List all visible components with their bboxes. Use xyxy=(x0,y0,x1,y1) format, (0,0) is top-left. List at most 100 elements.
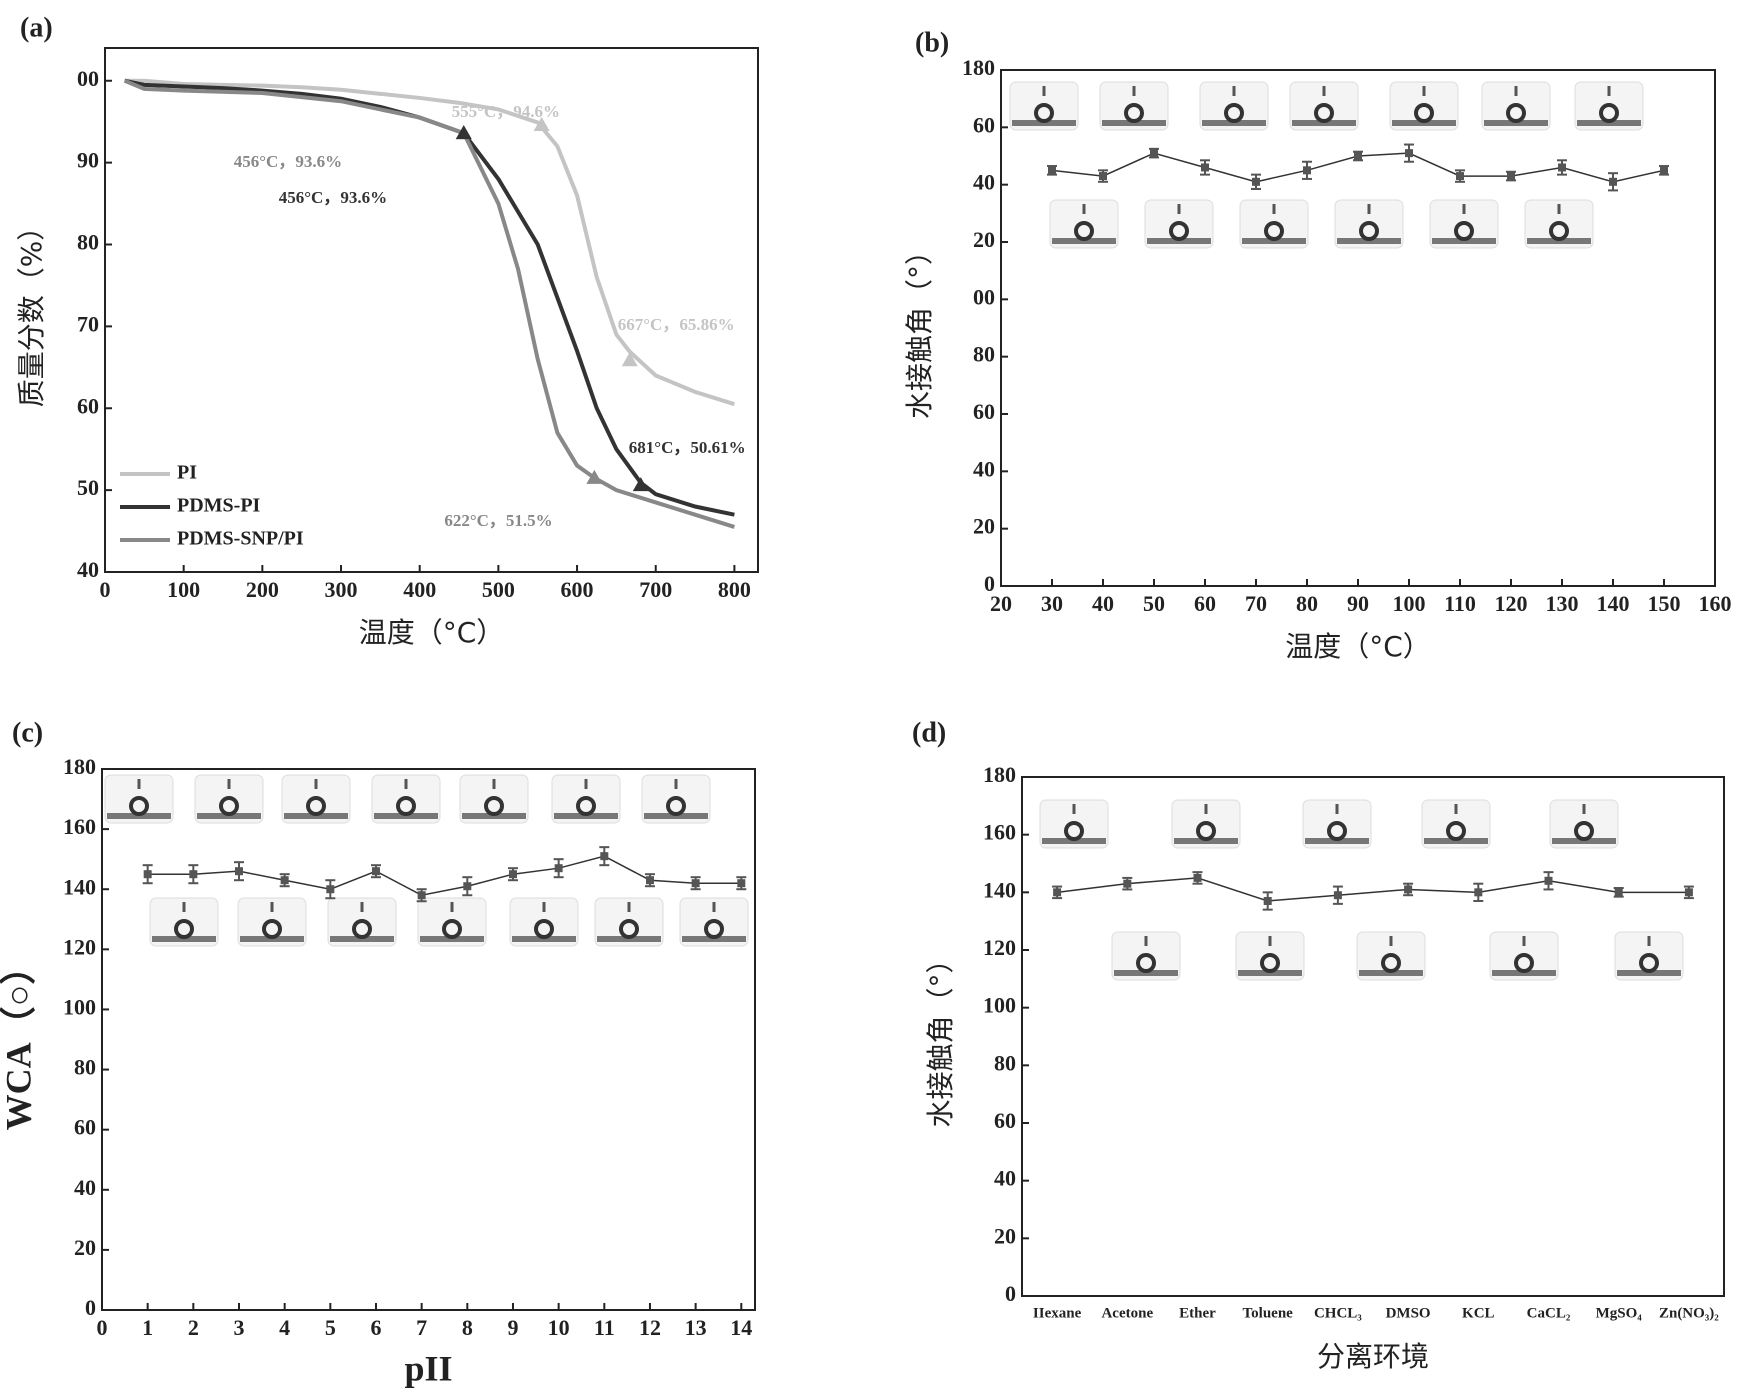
x-tick-label: 8 xyxy=(462,1315,473,1340)
droplet xyxy=(306,796,326,816)
y-tick-label: 80 xyxy=(994,1050,1016,1075)
x-tick-label: 11 xyxy=(594,1315,615,1340)
y-tick-label: 0 xyxy=(984,571,995,596)
y-tick-label: 120 xyxy=(983,935,1016,960)
annotation: 555°C，94.6% xyxy=(452,102,560,121)
plot-frame xyxy=(101,768,756,1311)
data-point xyxy=(371,867,380,876)
plot-frame xyxy=(1000,69,1716,587)
data-point xyxy=(1609,177,1617,186)
y-tick-label: 90 xyxy=(77,148,99,173)
data-point xyxy=(645,876,654,885)
data-point xyxy=(1303,166,1311,175)
x-tick-label: 300 xyxy=(325,577,358,602)
y-tick-label: 160 xyxy=(983,820,1016,845)
x-tick-label: 7 xyxy=(416,1315,427,1340)
x-tick-label: 40 xyxy=(1092,591,1114,616)
x-tick-label: 800 xyxy=(718,577,751,602)
x-tick-label: MgSO₄ xyxy=(1596,1305,1643,1321)
y-tick-label: 140 xyxy=(983,877,1016,902)
series-line xyxy=(147,855,742,897)
data-point xyxy=(1252,177,1260,186)
x-tick-label: 400 xyxy=(403,577,436,602)
droplet xyxy=(1381,953,1401,973)
y-tick-label: 100 xyxy=(63,994,96,1019)
panel-label: (b) xyxy=(915,27,949,58)
x-tick-label: 10 xyxy=(548,1315,570,1340)
x-tick-label: 20 xyxy=(990,591,1012,616)
droplet xyxy=(1446,821,1466,841)
x-tick-label: 30 xyxy=(1041,591,1063,616)
droplet xyxy=(576,796,596,816)
y-tick-label: 120 xyxy=(63,934,96,959)
data-point xyxy=(189,870,198,879)
x-tick-label: 100 xyxy=(1393,591,1426,616)
droplet xyxy=(534,919,554,939)
y-tick-label: 60 xyxy=(77,393,99,418)
panel: (d) 0 20 40 60 80 100 120 140 160 180 IIexane Aceton… xyxy=(912,717,1725,1373)
y-axis-label: 质量分数（%） xyxy=(15,213,48,408)
x-tick-label: 9 xyxy=(507,1315,518,1340)
x-tick-label: 600 xyxy=(561,577,594,602)
y-tick-label: 40 xyxy=(973,456,995,481)
data-point xyxy=(326,885,335,894)
annotation: 456°C，93.6% xyxy=(234,152,342,171)
data-point xyxy=(1333,891,1342,900)
data-point xyxy=(417,891,426,900)
droplet xyxy=(1264,221,1284,241)
x-tick-label: 90 xyxy=(1347,591,1369,616)
x-tick-label: 160 xyxy=(1699,591,1732,616)
droplet xyxy=(704,919,724,939)
data-point xyxy=(1558,163,1566,172)
annotation: 622°C，51.5% xyxy=(444,511,552,530)
data-point xyxy=(1354,152,1362,160)
droplet xyxy=(1064,821,1084,841)
series-line xyxy=(1057,877,1689,902)
y-tick-label: 0 xyxy=(85,1295,96,1320)
data-point xyxy=(1660,166,1668,175)
droplet xyxy=(442,919,462,939)
droplet xyxy=(1359,221,1379,241)
x-tick-label: 0 xyxy=(100,577,111,602)
droplet xyxy=(352,919,372,939)
data-point xyxy=(1150,149,1158,158)
data-point xyxy=(1193,873,1202,882)
data-point xyxy=(1474,888,1483,897)
y-tick-label: 60 xyxy=(74,1115,96,1140)
droplet xyxy=(1549,221,1569,241)
droplet xyxy=(262,919,282,939)
droplet xyxy=(1260,953,1280,973)
data-point xyxy=(1684,888,1693,897)
x-axis-label: 温度（°C） xyxy=(1285,630,1431,663)
x-tick-label: 2 xyxy=(188,1315,199,1340)
y-tick-label: 60 xyxy=(973,399,995,424)
x-tick-label: CHCL₃ xyxy=(1314,1305,1362,1321)
x-axis-label: pII xyxy=(404,1348,452,1388)
y-tick-label: 180 xyxy=(962,55,995,80)
x-tick-label: 1 xyxy=(142,1315,153,1340)
data-point xyxy=(1123,879,1132,888)
x-tick-label: 50 xyxy=(1143,591,1165,616)
x-tick-label: 80 xyxy=(1296,591,1318,616)
droplet xyxy=(1454,221,1474,241)
x-tick-label: 200 xyxy=(246,577,279,602)
annotation-marker xyxy=(632,477,649,492)
data-point xyxy=(1405,149,1413,158)
data-point xyxy=(234,867,243,876)
droplet xyxy=(1327,821,1347,841)
annotation-marker xyxy=(455,125,472,140)
y-tick-label: 40 xyxy=(994,1166,1016,1191)
x-tick-label: IIexane xyxy=(1033,1305,1082,1321)
x-tick-label: 120 xyxy=(1495,591,1528,616)
x-tick-label: 70 xyxy=(1245,591,1267,616)
x-axis-label: 分离环境 xyxy=(1317,1340,1429,1373)
y-tick-label: 100 xyxy=(983,993,1016,1018)
panel-label: (a) xyxy=(20,12,53,43)
y-tick-label: 20 xyxy=(74,1235,96,1260)
x-tick-label: DMSO xyxy=(1386,1305,1431,1321)
droplet xyxy=(174,919,194,939)
droplet xyxy=(1124,103,1144,123)
